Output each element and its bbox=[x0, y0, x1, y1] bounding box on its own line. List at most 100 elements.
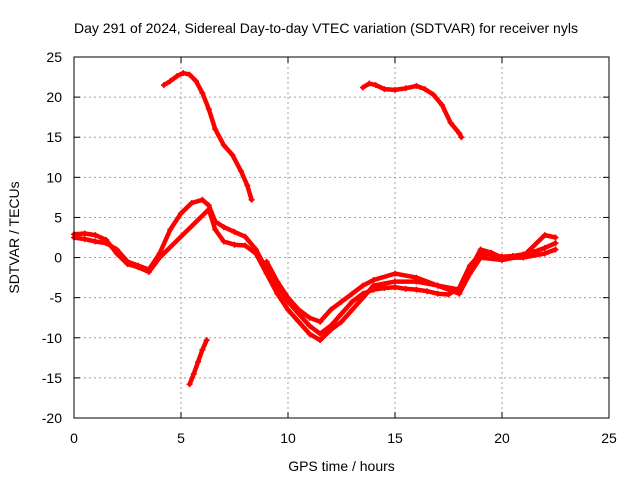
data-point bbox=[203, 337, 210, 344]
data-point bbox=[295, 318, 302, 325]
data-point bbox=[186, 71, 193, 78]
data-point bbox=[199, 90, 206, 97]
data-point bbox=[349, 290, 356, 297]
data-point bbox=[237, 167, 244, 174]
data-point bbox=[499, 256, 505, 263]
data-point bbox=[359, 282, 366, 289]
data-point bbox=[274, 278, 281, 285]
data-point bbox=[285, 306, 291, 313]
data-point bbox=[92, 238, 99, 245]
data-point bbox=[349, 298, 356, 305]
data-point bbox=[252, 250, 259, 257]
data-point bbox=[359, 294, 366, 301]
data-point bbox=[229, 151, 236, 158]
data-point bbox=[190, 370, 197, 377]
data-point bbox=[370, 277, 377, 284]
data-point bbox=[458, 134, 465, 141]
data-point bbox=[113, 250, 120, 257]
data-point bbox=[306, 322, 313, 329]
data-point bbox=[192, 78, 199, 85]
x-tick-label: 20 bbox=[494, 430, 510, 446]
x-tick-label: 15 bbox=[387, 430, 403, 446]
data-point bbox=[263, 258, 270, 265]
data-point bbox=[199, 346, 206, 353]
data-point bbox=[317, 337, 324, 344]
data-point bbox=[274, 290, 281, 297]
data-point bbox=[81, 236, 88, 243]
data-point bbox=[306, 314, 313, 321]
data-point bbox=[392, 284, 398, 291]
data-point bbox=[103, 236, 110, 243]
data-point bbox=[421, 86, 428, 93]
data-point bbox=[244, 182, 251, 189]
x-tick-label: 5 bbox=[177, 430, 185, 446]
y-tick-label: -5 bbox=[50, 290, 63, 306]
data-point bbox=[173, 73, 180, 80]
data-point bbox=[178, 210, 184, 217]
data-point bbox=[212, 226, 219, 233]
data-point bbox=[402, 285, 409, 292]
y-tick-label: -10 bbox=[42, 330, 62, 346]
x-tick-label: 0 bbox=[70, 430, 78, 446]
data-point bbox=[135, 264, 142, 271]
data-point bbox=[392, 278, 398, 285]
data-point bbox=[392, 270, 398, 277]
data-point bbox=[212, 126, 219, 133]
data-point bbox=[156, 254, 163, 261]
data-point bbox=[552, 240, 559, 247]
data-point bbox=[338, 310, 345, 317]
data-point bbox=[366, 80, 373, 87]
x-tick-label: 25 bbox=[601, 430, 617, 446]
data-point bbox=[338, 298, 345, 305]
data-point bbox=[317, 318, 324, 325]
data-point bbox=[552, 234, 559, 241]
data-point bbox=[434, 290, 441, 297]
data-point bbox=[456, 130, 463, 137]
data-point bbox=[231, 228, 238, 235]
data-point bbox=[231, 241, 238, 248]
y-tick-label: 10 bbox=[46, 169, 62, 185]
data-point bbox=[381, 86, 388, 93]
data-point bbox=[439, 102, 446, 109]
data-point bbox=[327, 326, 334, 333]
data-point bbox=[81, 230, 88, 237]
data-point bbox=[477, 254, 484, 261]
grid-lines bbox=[74, 57, 609, 418]
y-tick-label: -15 bbox=[42, 370, 62, 386]
data-point bbox=[370, 282, 377, 289]
data-point bbox=[220, 224, 227, 231]
data-point bbox=[372, 82, 379, 89]
data-point bbox=[445, 291, 452, 298]
chart-title: Day 291 of 2024, Sidereal Day-to-day VTE… bbox=[74, 20, 578, 36]
data-point bbox=[413, 286, 420, 293]
y-tick-label: 25 bbox=[46, 49, 62, 65]
data-point bbox=[195, 358, 202, 365]
data-point bbox=[188, 200, 195, 207]
data-point bbox=[205, 206, 212, 213]
data-point bbox=[338, 318, 345, 325]
data-point bbox=[477, 246, 484, 253]
data-point bbox=[92, 232, 99, 239]
data-point bbox=[520, 252, 527, 259]
data-point bbox=[263, 270, 270, 277]
data-point bbox=[541, 232, 548, 239]
data-point bbox=[413, 82, 420, 89]
data-point bbox=[167, 78, 174, 85]
data-point bbox=[424, 288, 431, 295]
data-point bbox=[220, 142, 227, 149]
data-point bbox=[180, 70, 187, 77]
data-point bbox=[402, 85, 409, 92]
data-point bbox=[434, 282, 441, 289]
data-point bbox=[488, 249, 495, 256]
series-layer bbox=[71, 70, 559, 388]
data-point bbox=[456, 290, 463, 297]
data-point bbox=[430, 91, 437, 98]
data-point bbox=[167, 226, 174, 233]
y-tick-label: -20 bbox=[42, 410, 62, 426]
data-point bbox=[242, 233, 249, 240]
data-point bbox=[124, 260, 131, 267]
data-point bbox=[160, 82, 167, 89]
data-point bbox=[466, 270, 473, 277]
data-point bbox=[205, 106, 212, 113]
